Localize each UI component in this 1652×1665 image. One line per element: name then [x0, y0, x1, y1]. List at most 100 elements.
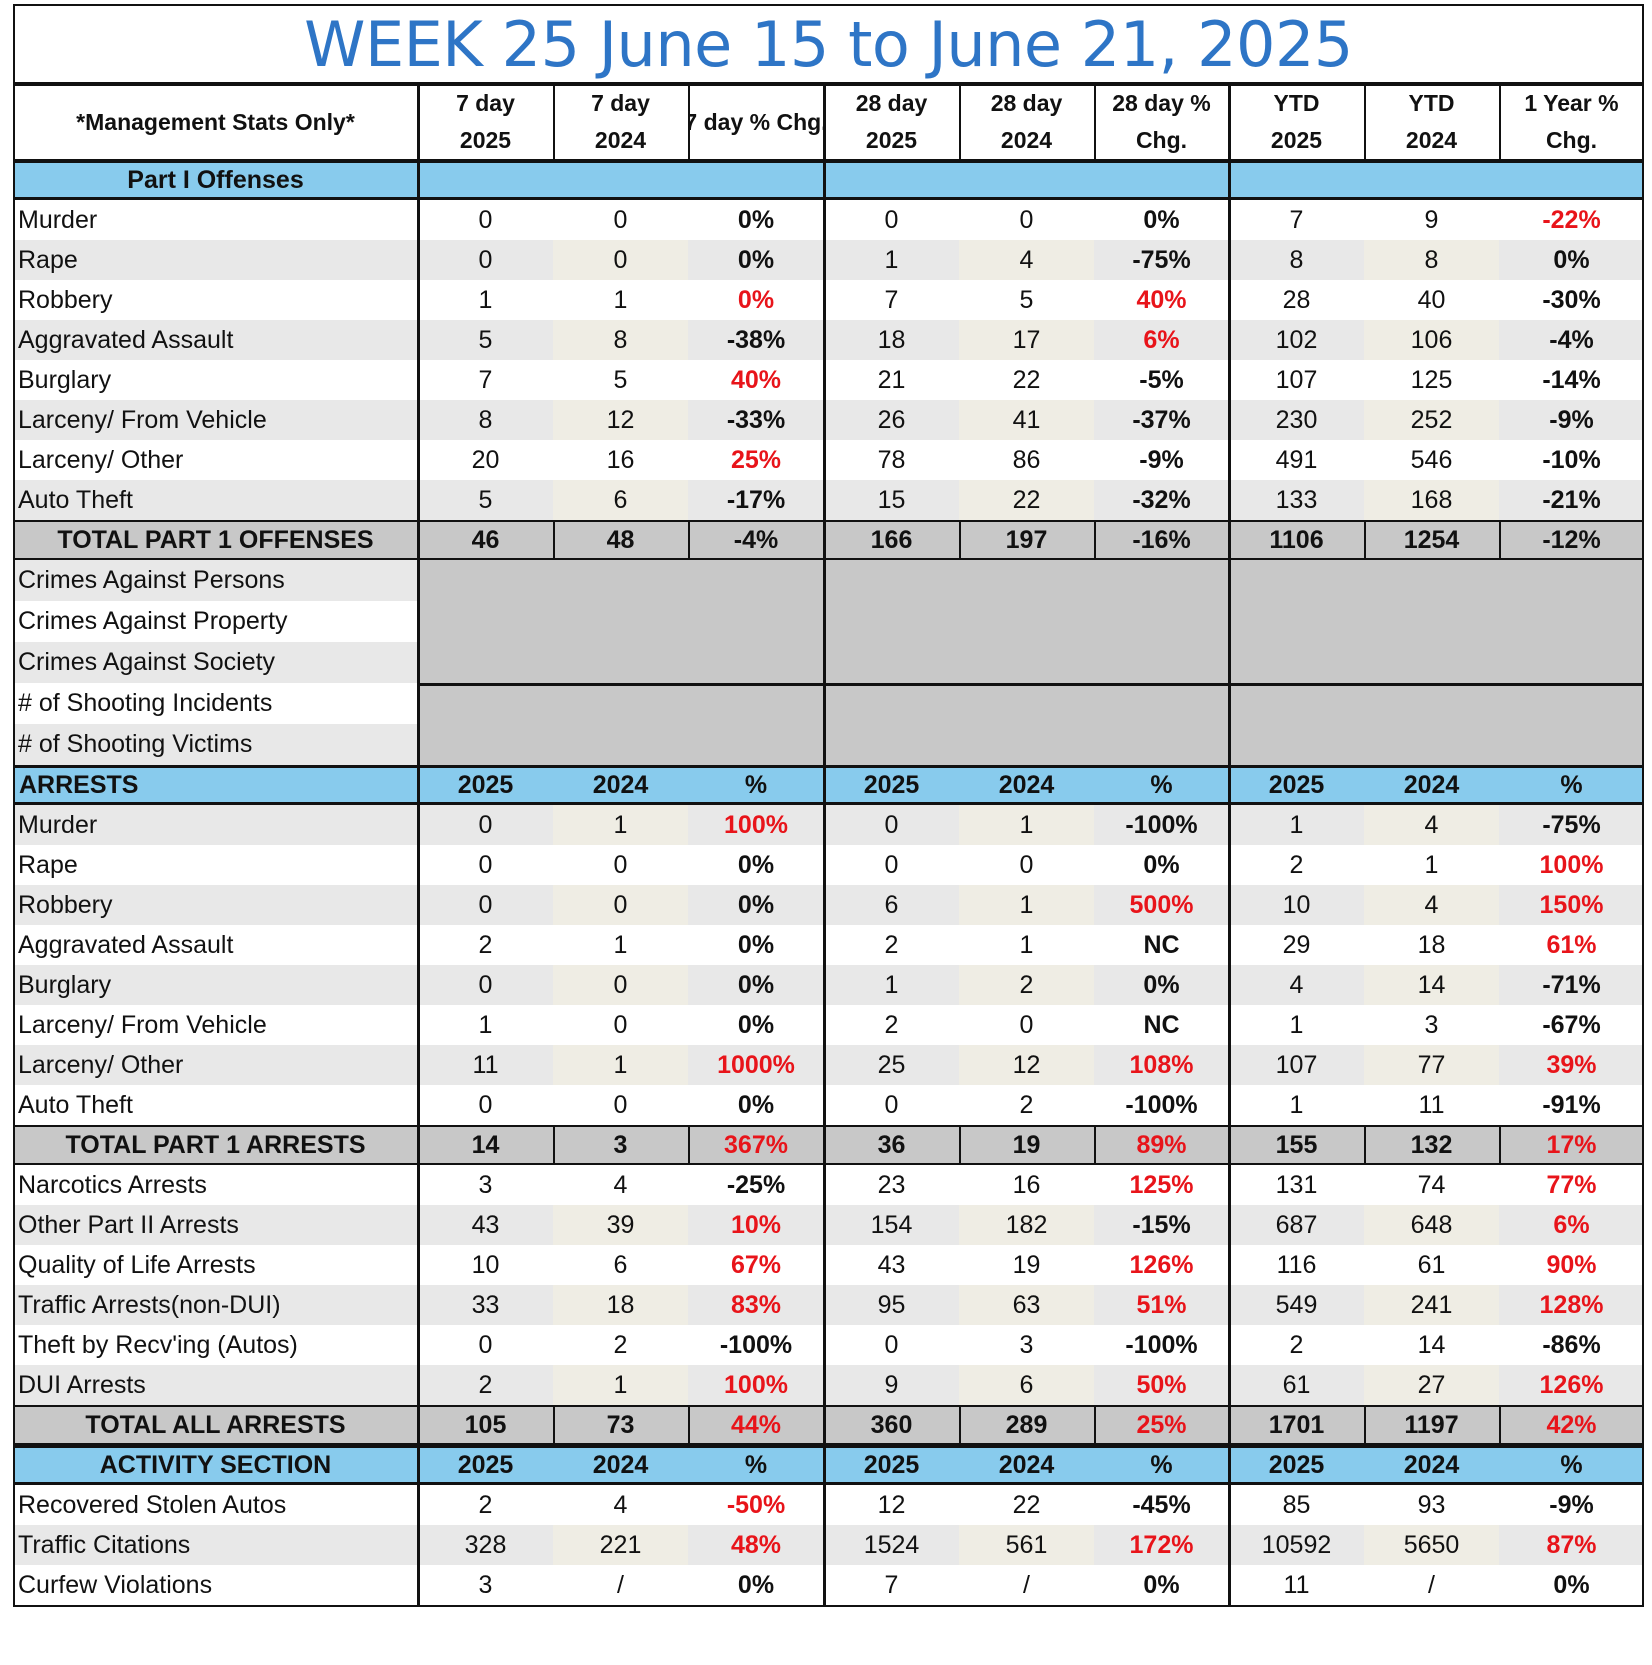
value-cell: 90%: [1499, 1245, 1644, 1285]
grid-line: [553, 84, 555, 160]
value-cell: 3: [418, 1165, 553, 1205]
value-cell: 126%: [1499, 1365, 1644, 1405]
value-cell: NC: [1094, 925, 1229, 965]
value-cell: 1: [1229, 1005, 1364, 1045]
grid-line: [13, 1482, 1644, 1485]
value-cell: 10%: [688, 1205, 824, 1245]
value-cell: 9: [1364, 200, 1499, 240]
value-cell: -5%: [1094, 360, 1229, 400]
value-cell: 10: [1229, 885, 1364, 925]
header-note: *Management Stats Only*: [76, 108, 355, 135]
row-label: # of Shooting Victims: [13, 724, 418, 765]
value-cell: /: [553, 1565, 688, 1605]
column-header-line: 7 day: [456, 90, 515, 116]
value-cell: 11: [1229, 1565, 1364, 1605]
row-label: Narcotics Arrests: [13, 1165, 418, 1205]
grid-line: [688, 1405, 690, 1445]
row-label: Theft by Recv'ing (Autos): [13, 1325, 418, 1365]
grid-line: [823, 84, 826, 1605]
value-cell: 107: [1229, 1045, 1364, 1085]
grid-line: [13, 84, 15, 1605]
value-cell: 87%: [1499, 1525, 1644, 1565]
value-cell: 1: [553, 805, 688, 845]
value-cell: 0%: [688, 1085, 824, 1125]
value-cell: 1524: [824, 1525, 959, 1565]
value-cell: [1364, 724, 1499, 765]
value-cell: -45%: [1094, 1485, 1229, 1525]
value-cell: 1701: [1229, 1405, 1364, 1445]
value-cell: 2024: [1364, 765, 1499, 805]
value-cell: 1: [959, 885, 1094, 925]
value-cell: 0: [824, 1085, 959, 1125]
value-cell: 0: [824, 845, 959, 885]
value-cell: 116: [1229, 1245, 1364, 1285]
value-cell: [959, 724, 1094, 765]
value-cell: 1: [959, 925, 1094, 965]
grid-line: [13, 1443, 1644, 1445]
value-cell: 0%: [1499, 1565, 1644, 1605]
value-cell: 1: [824, 240, 959, 280]
value-cell: [959, 601, 1094, 642]
value-cell: 6: [959, 1365, 1094, 1405]
value-cell: [1499, 560, 1644, 601]
value-cell: 86: [959, 440, 1094, 480]
value-cell: 241: [1364, 1285, 1499, 1325]
value-cell: 10592: [1229, 1525, 1364, 1565]
value-cell: 14: [1364, 1325, 1499, 1365]
grid-line: [13, 802, 1644, 805]
column-header: 7 day 2025: [418, 84, 553, 160]
value-cell: 42%: [1499, 1405, 1644, 1445]
value-cell: 11: [418, 1045, 553, 1085]
value-cell: 25%: [688, 440, 824, 480]
value-cell: 16: [959, 1165, 1094, 1205]
value-cell: -100%: [1094, 805, 1229, 845]
column-header-line: 28 day: [990, 90, 1063, 116]
value-cell: 0: [959, 200, 1094, 240]
value-cell: 131: [1229, 1165, 1364, 1205]
value-cell: [1094, 601, 1229, 642]
column-header: 28 day 2025: [824, 84, 959, 160]
value-cell: 43: [418, 1205, 553, 1245]
value-cell: [1499, 642, 1644, 683]
value-cell: 2: [418, 1365, 553, 1405]
value-cell: 7: [1229, 200, 1364, 240]
column-header: 7 day 2024: [553, 84, 688, 160]
value-cell: 5: [553, 360, 688, 400]
value-cell: [553, 642, 688, 683]
value-cell: 19: [959, 1125, 1094, 1165]
value-cell: 50%: [1094, 1365, 1229, 1405]
column-header: 28 day % Chg.: [1094, 84, 1229, 160]
value-cell: 61: [1364, 1245, 1499, 1285]
value-cell: [688, 160, 824, 200]
value-cell: 14: [1364, 965, 1499, 1005]
value-cell: 15: [824, 480, 959, 520]
value-cell: 26: [824, 400, 959, 440]
value-cell: 546: [1364, 440, 1499, 480]
value-cell: 7: [418, 360, 553, 400]
value-cell: 6: [553, 480, 688, 520]
grid-line: [688, 84, 690, 160]
value-cell: 4: [1364, 885, 1499, 925]
value-cell: 132: [1364, 1125, 1499, 1165]
column-header-line: 28 day: [855, 90, 928, 116]
value-cell: 2024: [553, 1445, 688, 1485]
value-cell: 7: [824, 1565, 959, 1605]
value-cell: 4: [959, 240, 1094, 280]
value-cell: -9%: [1094, 440, 1229, 480]
value-cell: -38%: [688, 320, 824, 360]
grid-line: [13, 1405, 1644, 1407]
column-header-line: 1 Year %: [1524, 90, 1619, 116]
value-cell: -75%: [1094, 240, 1229, 280]
grid-line: [13, 84, 1644, 86]
column-header-line: 2024: [1405, 127, 1458, 153]
value-cell: 0: [553, 965, 688, 1005]
grid-line: [13, 558, 1644, 560]
value-cell: 27: [1364, 1365, 1499, 1405]
value-cell: [824, 560, 959, 601]
row-label: Auto Theft: [13, 480, 418, 520]
value-cell: 133: [1229, 480, 1364, 520]
value-cell: 4: [553, 1485, 688, 1525]
grid-line: [13, 1125, 1644, 1127]
value-cell: 61%: [1499, 925, 1644, 965]
value-cell: [1094, 683, 1229, 724]
